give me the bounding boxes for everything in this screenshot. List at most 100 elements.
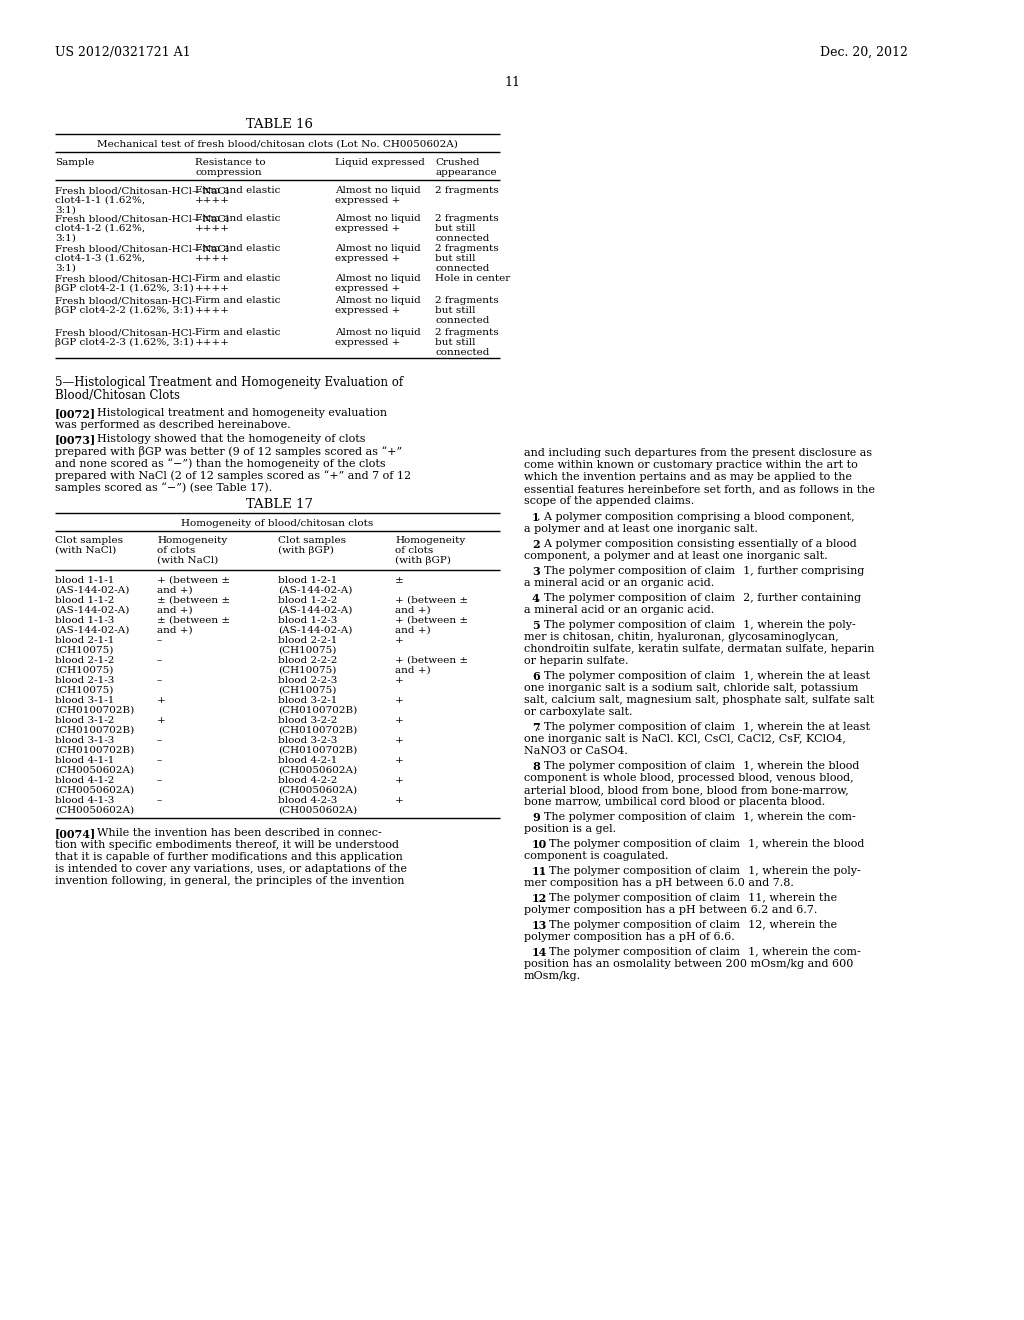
Text: Almost no liquid: Almost no liquid xyxy=(335,186,421,195)
Text: and +): and +) xyxy=(157,626,193,635)
Text: [0074]: [0074] xyxy=(55,828,96,840)
Text: –: – xyxy=(157,636,162,645)
Text: Firm and elastic: Firm and elastic xyxy=(195,214,281,223)
Text: (CH10075): (CH10075) xyxy=(278,686,336,696)
Text: Fresh blood/Chitosan-HCl—NaCl: Fresh blood/Chitosan-HCl—NaCl xyxy=(55,244,229,253)
Text: (with βGP): (with βGP) xyxy=(395,556,451,565)
Text: (with βGP): (with βGP) xyxy=(278,546,334,556)
Text: 11: 11 xyxy=(504,77,520,88)
Text: Histological treatment and homogeneity evaluation: Histological treatment and homogeneity e… xyxy=(97,408,387,418)
Text: +: + xyxy=(157,715,166,725)
Text: connected: connected xyxy=(435,348,489,356)
Text: and +): and +) xyxy=(157,586,193,595)
Text: compression: compression xyxy=(195,168,261,177)
Text: that it is capable of further modifications and this application: that it is capable of further modificati… xyxy=(55,851,402,862)
Text: blood 2-1-3: blood 2-1-3 xyxy=(55,676,115,685)
Text: (CH10075): (CH10075) xyxy=(278,645,336,655)
Text: Blood/Chitosan Clots: Blood/Chitosan Clots xyxy=(55,389,180,403)
Text: polymer composition has a pH between 6.2 and 6.7.: polymer composition has a pH between 6.2… xyxy=(524,906,817,915)
Text: Firm and elastic: Firm and elastic xyxy=(195,327,281,337)
Text: + (between ±: + (between ± xyxy=(395,616,468,624)
Text: Fresh blood/Chitosan-HCl-: Fresh blood/Chitosan-HCl- xyxy=(55,275,196,282)
Text: blood 1-1-1: blood 1-1-1 xyxy=(55,576,115,585)
Text: bone marrow, umbilical cord blood or placenta blood.: bone marrow, umbilical cord blood or pla… xyxy=(524,797,825,807)
Text: ++++: ++++ xyxy=(195,224,230,234)
Text: 10: 10 xyxy=(532,840,547,850)
Text: mOsm/kg.: mOsm/kg. xyxy=(524,972,582,981)
Text: (CH10075): (CH10075) xyxy=(55,645,114,655)
Text: Clot samples: Clot samples xyxy=(55,536,123,545)
Text: (CH0100702B): (CH0100702B) xyxy=(278,706,357,715)
Text: –: – xyxy=(157,676,162,685)
Text: 2: 2 xyxy=(532,539,540,550)
Text: clot4-1-3 (1.62%,: clot4-1-3 (1.62%, xyxy=(55,253,145,263)
Text: Mechanical test of fresh blood/chitosan clots (Lot No. CH0050602A): Mechanical test of fresh blood/chitosan … xyxy=(96,140,458,149)
Text: salt, calcium salt, magnesium salt, phosphate salt, sulfate salt: salt, calcium salt, magnesium salt, phos… xyxy=(524,696,874,705)
Text: Hole in center: Hole in center xyxy=(435,275,510,282)
Text: position is a gel.: position is a gel. xyxy=(524,824,616,834)
Text: NaNO3 or CaSO4.: NaNO3 or CaSO4. xyxy=(524,746,628,756)
Text: . The polymer composition of claim   11, wherein the: . The polymer composition of claim 11, w… xyxy=(542,894,838,903)
Text: 6: 6 xyxy=(532,671,540,682)
Text: blood 4-1-3: blood 4-1-3 xyxy=(55,796,115,805)
Text: position has an osmolality between 200 mOsm/kg and 600: position has an osmolality between 200 m… xyxy=(524,960,853,969)
Text: but still: but still xyxy=(435,224,475,234)
Text: (CH10075): (CH10075) xyxy=(55,667,114,675)
Text: but still: but still xyxy=(435,338,475,347)
Text: which the invention pertains and as may be applied to the: which the invention pertains and as may … xyxy=(524,473,852,482)
Text: 9: 9 xyxy=(532,812,540,822)
Text: (CH0050602A): (CH0050602A) xyxy=(55,785,134,795)
Text: 13: 13 xyxy=(532,920,548,931)
Text: Fresh blood/Chitosan-HCl—NaCl: Fresh blood/Chitosan-HCl—NaCl xyxy=(55,214,229,223)
Text: come within known or customary practice within the art to: come within known or customary practice … xyxy=(524,459,858,470)
Text: expressed +: expressed + xyxy=(335,253,400,263)
Text: Resistance to: Resistance to xyxy=(195,158,265,168)
Text: βGP clot4-2-1 (1.62%, 3:1): βGP clot4-2-1 (1.62%, 3:1) xyxy=(55,284,194,293)
Text: . The polymer composition of claim   12, wherein the: . The polymer composition of claim 12, w… xyxy=(542,920,838,931)
Text: connected: connected xyxy=(435,315,489,325)
Text: Almost no liquid: Almost no liquid xyxy=(335,296,421,305)
Text: blood 2-2-3: blood 2-2-3 xyxy=(278,676,337,685)
Text: blood 1-1-2: blood 1-1-2 xyxy=(55,597,115,605)
Text: blood 1-1-3: blood 1-1-3 xyxy=(55,616,115,624)
Text: 2 fragments: 2 fragments xyxy=(435,214,499,223)
Text: ++++: ++++ xyxy=(195,253,230,263)
Text: blood 2-1-1: blood 2-1-1 xyxy=(55,636,115,645)
Text: blood 3-1-2: blood 3-1-2 xyxy=(55,715,115,725)
Text: blood 3-2-1: blood 3-2-1 xyxy=(278,696,337,705)
Text: blood 1-2-2: blood 1-2-2 xyxy=(278,597,337,605)
Text: expressed +: expressed + xyxy=(335,284,400,293)
Text: (AS-144-02-A): (AS-144-02-A) xyxy=(55,626,129,635)
Text: one inorganic salt is a sodium salt, chloride salt, potassium: one inorganic salt is a sodium salt, chl… xyxy=(524,682,858,693)
Text: 3:1): 3:1) xyxy=(55,234,76,243)
Text: (AS-144-02-A): (AS-144-02-A) xyxy=(55,586,129,595)
Text: Clot samples: Clot samples xyxy=(278,536,346,545)
Text: + (between ±: + (between ± xyxy=(395,656,468,665)
Text: clot4-1-1 (1.62%,: clot4-1-1 (1.62%, xyxy=(55,195,145,205)
Text: mer composition has a pH between 6.0 and 7.8.: mer composition has a pH between 6.0 and… xyxy=(524,878,794,888)
Text: . The polymer composition of claim   1, wherein the com-: . The polymer composition of claim 1, wh… xyxy=(542,946,861,957)
Text: (CH0050602A): (CH0050602A) xyxy=(55,766,134,775)
Text: blood 2-1-2: blood 2-1-2 xyxy=(55,656,115,665)
Text: (AS-144-02-A): (AS-144-02-A) xyxy=(278,586,352,595)
Text: US 2012/0321721 A1: US 2012/0321721 A1 xyxy=(55,46,190,59)
Text: expressed +: expressed + xyxy=(335,195,400,205)
Text: polymer composition has a pH of 6.6.: polymer composition has a pH of 6.6. xyxy=(524,932,735,942)
Text: or heparin sulfate.: or heparin sulfate. xyxy=(524,656,629,667)
Text: TABLE 16: TABLE 16 xyxy=(247,117,313,131)
Text: prepared with NaCl (2 of 12 samples scored as “+” and 7 of 12: prepared with NaCl (2 of 12 samples scor… xyxy=(55,470,411,480)
Text: (CH0100702B): (CH0100702B) xyxy=(55,746,134,755)
Text: (CH0050602A): (CH0050602A) xyxy=(278,785,357,795)
Text: Crushed: Crushed xyxy=(435,158,479,168)
Text: Dec. 20, 2012: Dec. 20, 2012 xyxy=(820,46,908,59)
Text: (CH10075): (CH10075) xyxy=(55,686,114,696)
Text: (with NaCl): (with NaCl) xyxy=(157,556,218,565)
Text: βGP clot4-2-2 (1.62%, 3:1): βGP clot4-2-2 (1.62%, 3:1) xyxy=(55,306,194,315)
Text: (CH10075): (CH10075) xyxy=(278,667,336,675)
Text: (with NaCl): (with NaCl) xyxy=(55,546,117,554)
Text: (CH0100702B): (CH0100702B) xyxy=(55,726,134,735)
Text: 4: 4 xyxy=(532,593,540,605)
Text: 3: 3 xyxy=(532,566,540,577)
Text: 3:1): 3:1) xyxy=(55,264,76,273)
Text: component, a polymer and at least one inorganic salt.: component, a polymer and at least one in… xyxy=(524,550,827,561)
